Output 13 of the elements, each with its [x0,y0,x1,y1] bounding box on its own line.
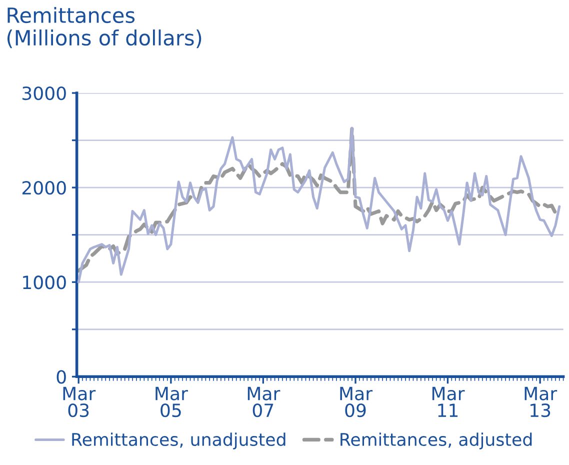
x-tick-label: Mar 13 [524,386,558,418]
x-tick-label: Mar 11 [432,386,465,417]
y-tick-label: 0 [56,370,66,384]
x-tick-label: Mar 05 [156,386,188,418]
y-tick-label: 2000 [22,181,66,195]
chart-title: Remittances (Millions of dollars) [7,6,202,48]
x-tick-label: Mar 07 [248,386,280,418]
y-tick-label: 3000 [22,86,66,100]
legend-label: Remittances, unadjusted [72,432,286,450]
legend-label: Remittances, adjusted [340,432,532,450]
y-tick-label: 1000 [23,276,66,290]
x-tick-label: Mar 03 [63,386,96,418]
x-tick-label: Mar 09 [340,386,373,418]
